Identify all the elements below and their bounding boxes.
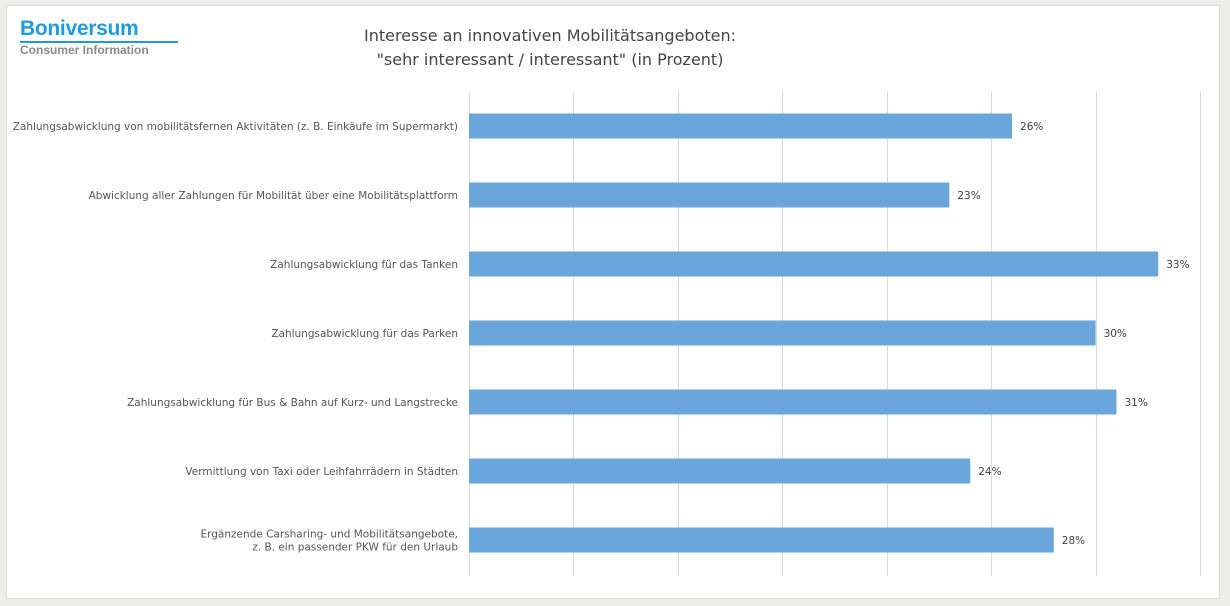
bar-0	[469, 113, 1013, 139]
value-label-4: 31%	[1124, 397, 1147, 409]
logo-name: Boniversum	[20, 17, 139, 40]
chart-title-line-1: Interesse an innovativen Mobilitätsangeb…	[363, 26, 737, 45]
category-label-4: Zahlungsabwicklung für Bus & Bahn auf Ku…	[127, 397, 458, 409]
category-label-2: Zahlungsabwicklung für das Tanken	[270, 259, 458, 271]
category-label-1: Abwicklung aller Zahlungen für Mobilität…	[89, 190, 458, 202]
boniversum-logo: Boniversum Consumer Information	[20, 18, 178, 57]
value-label-6: 28%	[1062, 535, 1085, 547]
bar-2	[469, 251, 1159, 277]
category-label-3: Zahlungsabwicklung für das Parken	[271, 328, 458, 340]
logo-underline	[20, 41, 178, 43]
category-label-5: Vermittlung von Taxi oder Leihfahrrädern…	[185, 466, 458, 478]
bar-6	[469, 527, 1054, 553]
value-label-0: 26%	[1020, 121, 1043, 133]
chart-title-line-2: "sehr interessant / interessant" (in Pro…	[376, 50, 724, 69]
chart-frame	[6, 5, 1220, 599]
bar-3	[469, 320, 1096, 346]
bar-4	[469, 389, 1117, 415]
category-label-0: Zahlungsabwicklung von mobilitätsfernen …	[13, 121, 458, 133]
logo-subtitle: Consumer Information	[20, 43, 149, 57]
category-label-6-line-0: Ergänzende Carsharing- und Mobilitätsang…	[200, 529, 458, 541]
bar-5	[469, 458, 971, 484]
category-label-6-line-1: z. B. ein passender PKW für den Urlaub	[252, 542, 458, 554]
chart-title: Interesse an innovativen Mobilitätsangeb…	[330, 24, 770, 72]
value-label-5: 24%	[978, 466, 1001, 478]
value-label-2: 33%	[1166, 259, 1189, 271]
value-label-1: 23%	[957, 190, 980, 202]
bar-1	[469, 182, 950, 208]
value-label-3: 30%	[1104, 328, 1127, 340]
